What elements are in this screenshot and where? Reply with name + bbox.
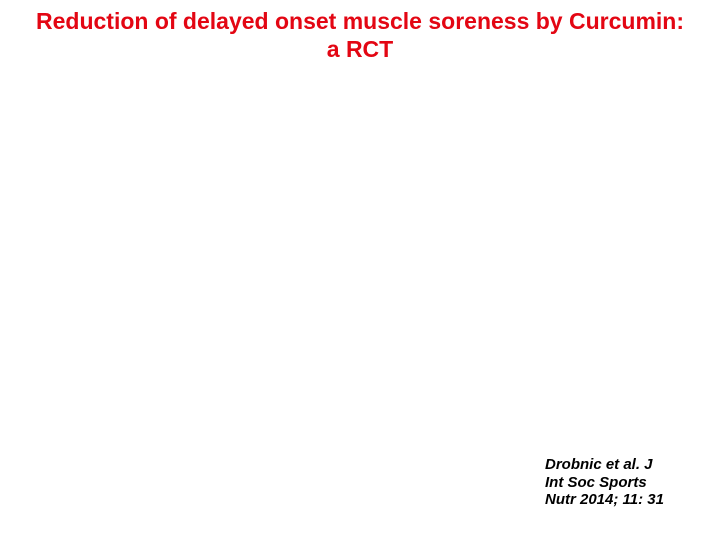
title-text: Reduction of delayed onset muscle sorene… [12, 8, 708, 63]
slide: Reduction of delayed onset muscle sorene… [0, 0, 720, 540]
title-line-2: a RCT [327, 36, 393, 62]
citation-line-1: Drobnic et al. J [545, 456, 685, 473]
citation-line-2: Int Soc Sports [545, 474, 685, 491]
slide-title: Reduction of delayed onset muscle sorene… [0, 8, 720, 63]
title-line-1: Reduction of delayed onset muscle sorene… [36, 8, 684, 34]
citation-line-3: Nutr 2014; 11: 31 [545, 491, 685, 508]
citation: Drobnic et al. J Int Soc Sports Nutr 201… [545, 456, 685, 508]
